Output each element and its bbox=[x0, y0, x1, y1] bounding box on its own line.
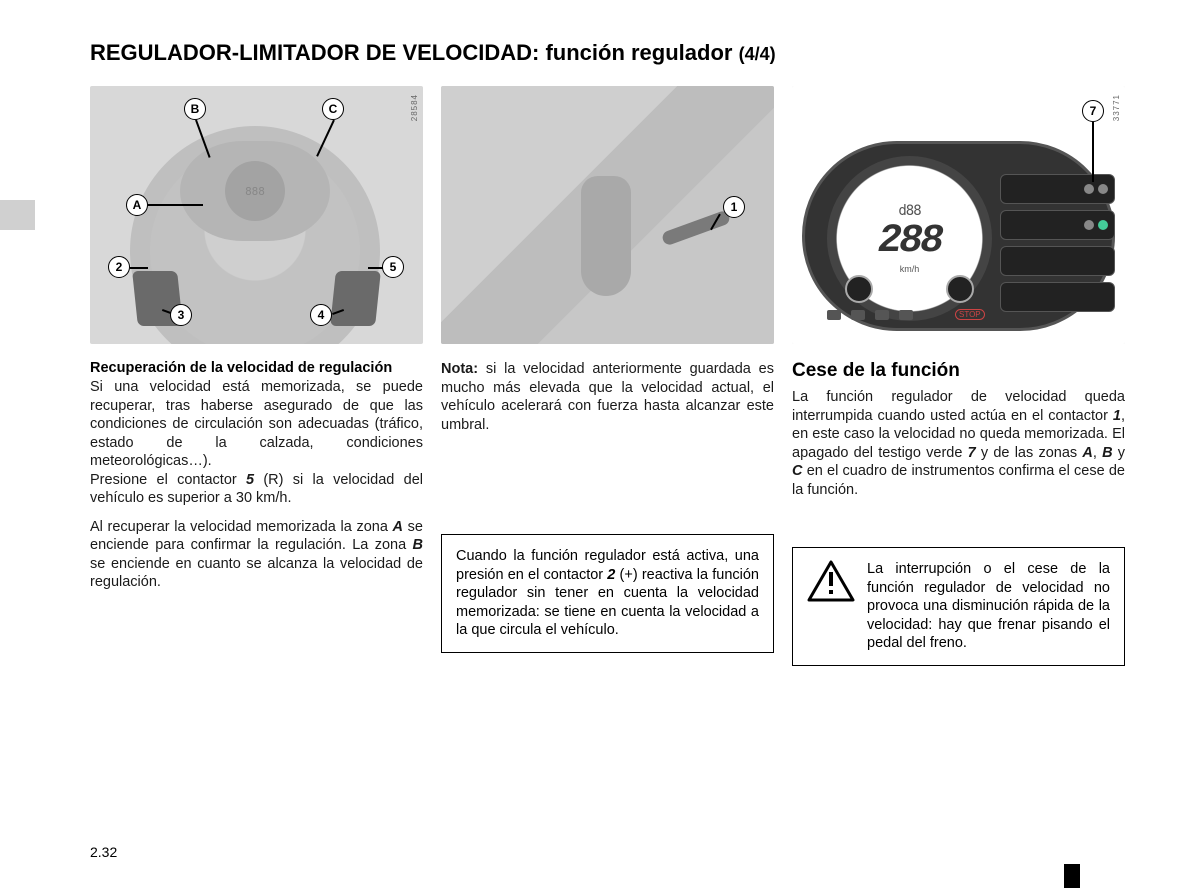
col1-subhead: Recuperación de la velocidad de regulaci… bbox=[90, 360, 423, 376]
col2-note: Nota: si la velocidad anteriormente guar… bbox=[441, 360, 774, 444]
callout-A: A bbox=[126, 194, 148, 216]
callout-2: 2 bbox=[108, 256, 130, 278]
title-page-count: (4/4) bbox=[739, 44, 776, 64]
figure-1-steering-wheel: 28584 888 A B C 2 3 4 5 bbox=[90, 86, 423, 344]
col3-section-head: Cese de la función bbox=[792, 360, 1125, 382]
callout-5: 5 bbox=[382, 256, 404, 278]
callout-7: 7 bbox=[1082, 100, 1104, 122]
column-3: 33771 d88 288 km/h bbox=[792, 86, 1125, 666]
col3-body: La función regulador de velocidad queda … bbox=[792, 388, 1125, 509]
page-number: 2.32 bbox=[90, 844, 117, 860]
callout-4: 4 bbox=[310, 304, 332, 326]
footer-crop-mark bbox=[1064, 864, 1080, 888]
warning-triangle-icon bbox=[807, 560, 855, 602]
figure-1-code: 28584 bbox=[410, 94, 419, 121]
column-2: 28462 1 Nota: si la velocidad anteriorme… bbox=[441, 86, 774, 666]
callout-1: 1 bbox=[723, 196, 745, 218]
figure-3-code: 33771 bbox=[1112, 94, 1121, 121]
green-indicator-7 bbox=[1098, 220, 1108, 230]
col2-info-box: Cuando la función regulador está activa,… bbox=[441, 534, 774, 653]
callout-C: C bbox=[322, 98, 344, 120]
column-1: 28584 888 A B C 2 3 4 5 bbox=[90, 86, 423, 666]
col3-warning-box: La interrupción o el cese de la función … bbox=[792, 547, 1125, 666]
page-title: REGULADOR-LIMITADOR DE VELOCIDAD: funció… bbox=[60, 40, 1140, 66]
callout-B: B bbox=[184, 98, 206, 120]
figure-3-instrument-cluster: 33771 d88 288 km/h bbox=[792, 86, 1125, 344]
title-main: REGULADOR-LIMITADOR DE VELOCIDAD: funció… bbox=[90, 40, 739, 65]
figure-2-center-console: 28462 1 bbox=[441, 86, 774, 344]
callout-3: 3 bbox=[170, 304, 192, 326]
page-left-tab bbox=[0, 200, 35, 230]
col1-body: Si una velocidad está memorizada, se pue… bbox=[90, 378, 423, 602]
